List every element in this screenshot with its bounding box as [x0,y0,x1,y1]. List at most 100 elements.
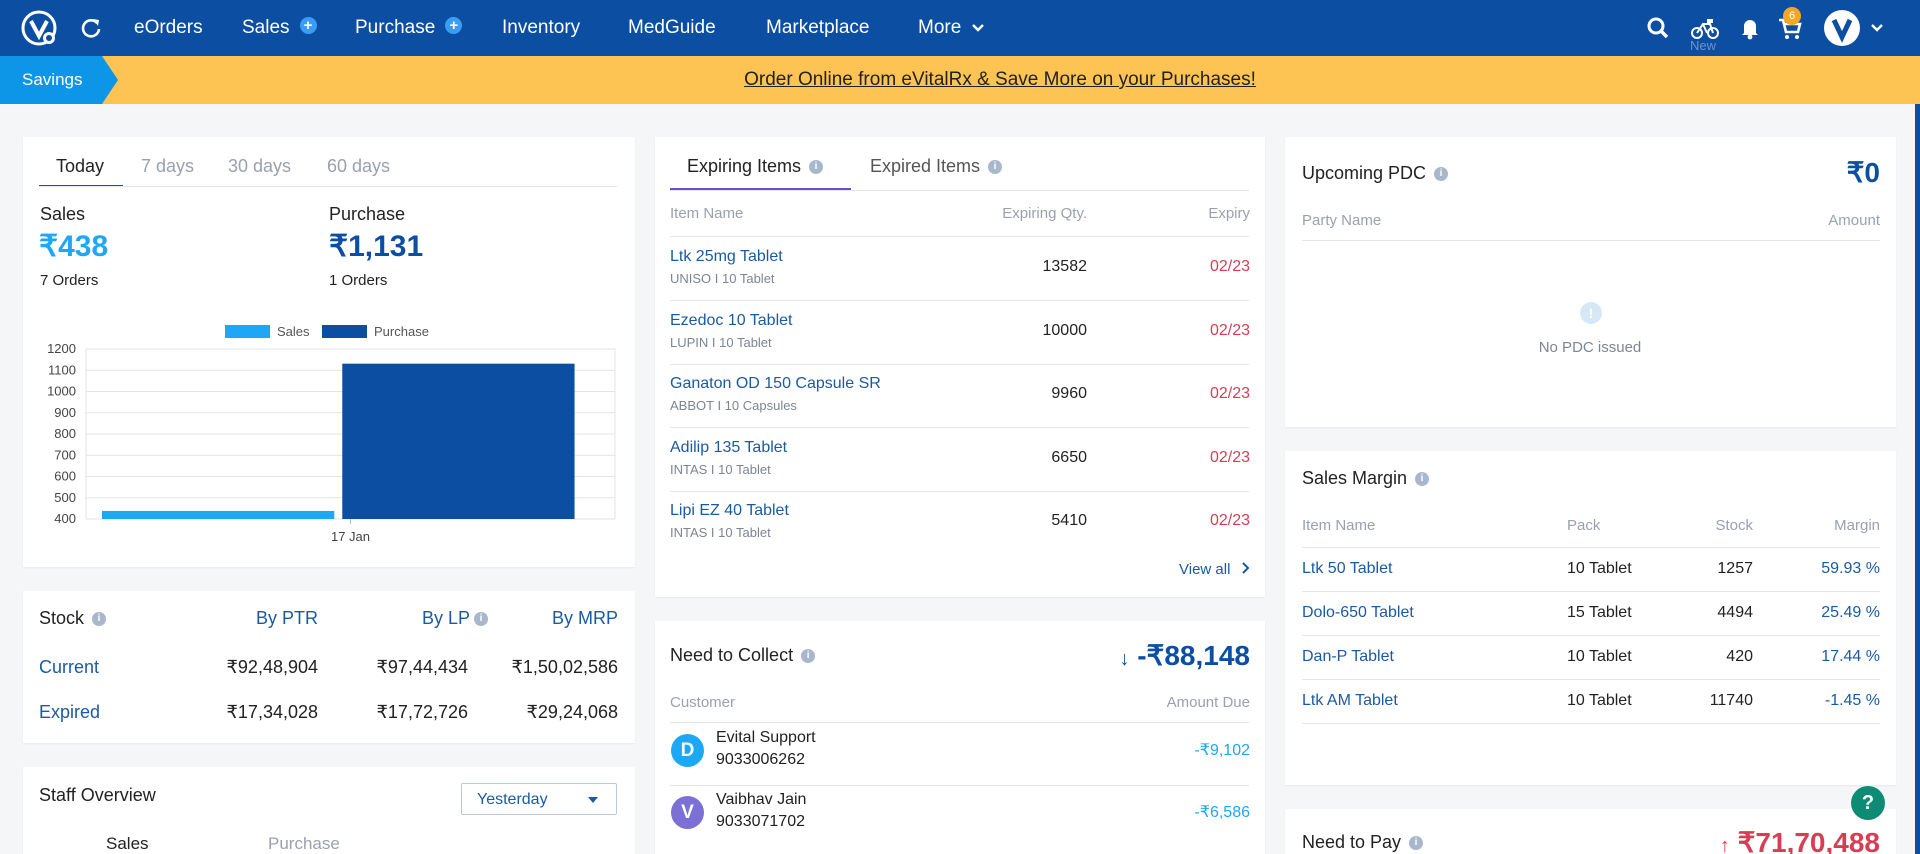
margin-info-icon[interactable]: i [1415,472,1430,487]
nav-more-label[interactable]: More [918,17,962,38]
cart-icon[interactable] [1776,14,1804,42]
evital-logo-icon[interactable] [20,9,58,47]
customer-phone: 9033071702 [716,813,805,830]
delivery-bike-icon[interactable] [1690,14,1720,42]
stock-row-current-label[interactable]: Current [39,657,100,677]
view-all-link[interactable]: View all [1179,561,1251,578]
tab-30-days[interactable]: 30 days [228,156,292,176]
pay-total-value: ₹71,70,488 [1737,827,1880,854]
bell-icon[interactable] [1736,14,1764,42]
pay-title: Need to Pay i [1302,832,1424,853]
upcoming-pdc-card [1285,137,1896,427]
margin-item-name[interactable]: Dan-P Tablet [1302,648,1394,665]
collect-info-icon[interactable]: i [801,649,816,664]
nav-eorders[interactable]: eOrders [134,17,203,38]
customer-name[interactable]: Vaibhav Jain [716,791,807,808]
chevron-down-icon[interactable] [971,23,985,33]
margin-header-stock: Stock [1715,517,1753,534]
pdc-header-amount: Amount [1828,212,1880,229]
margin-header-margin: Margin [1834,517,1880,534]
margin-item-name[interactable]: Ltk AM Tablet [1302,692,1398,709]
margin-header-item: Item Name [1302,517,1376,534]
search-icon[interactable] [1644,14,1672,42]
tab-expiring-items-label[interactable]: Expiring Items [687,156,802,176]
staff-overview-title: Staff Overview [39,785,156,805]
expired-info-icon[interactable]: i [988,160,1003,175]
savings-link[interactable]: Order Online from eVitalRx & Save More o… [744,69,1256,90]
customer-avatar: D [671,734,704,767]
margin-item-margin: -1.45 % [1824,692,1880,709]
expiring-item-name[interactable]: Adilip 135 Tablet [670,438,788,456]
sales-margin-card [1285,451,1896,785]
expiring-info-icon[interactable]: i [809,160,824,175]
chart-bar-purchase [342,363,575,519]
stock-col-mrp[interactable]: By MRP [551,608,618,628]
stock-col-lp-label[interactable]: By LP [422,608,471,628]
chart-y-tick: 800 [54,426,76,441]
expiring-row-divider [670,427,1249,428]
nav-medguide[interactable]: MedGuide [628,17,716,38]
nav-more[interactable]: More [918,0,985,56]
staff-period-select[interactable]: Yesterday [461,783,617,815]
stock-row-expired-label[interactable]: Expired [39,702,101,722]
pay-title-text: Need to Pay [1302,832,1402,852]
pdc-title-text: Upcoming PDC [1302,163,1427,183]
tab-expired-items[interactable]: Expired Items i [870,156,1003,177]
expiring-item-expiry: 02/23 [1209,258,1250,275]
margin-item-margin: 17.44 % [1821,648,1880,665]
chart-y-tick: 1200 [47,341,76,356]
chart-legend-label: Sales [277,324,310,339]
margin-item-name[interactable]: Ltk 50 Tablet [1302,560,1393,577]
chevron-right-icon[interactable] [1241,562,1251,574]
user-avatar[interactable] [1824,10,1860,46]
stock-info-icon[interactable]: i [92,612,107,627]
nav-purchase[interactable]: Purchase + [355,0,463,56]
margin-item-pack: 10 Tablet [1567,648,1632,665]
add-sale-icon[interactable]: + [299,17,317,35]
pdc-empty-text: No PDC issued [1538,339,1642,356]
margin-item-stock: 4494 [1717,604,1753,621]
nav-purchase-label[interactable]: Purchase [355,17,436,38]
collect-header-divider [670,722,1249,723]
nav-inventory[interactable]: Inventory [502,17,581,38]
margin-item-name[interactable]: Dolo-650 Tablet [1302,604,1414,621]
stock-col-ptr[interactable]: By PTR [255,608,318,628]
staff-col-purchase[interactable]: Purchase [268,834,340,853]
lp-info-icon[interactable]: i [474,612,489,627]
tab-expired-items-label[interactable]: Expired Items [870,156,981,176]
nav-sales[interactable]: Sales + [242,0,317,56]
expiring-item-name[interactable]: Lipi EZ 40 Tablet [670,502,789,519]
expiring-row-divider [670,363,1249,365]
expiring-item-meta: INTAS I 10 Tablet [670,525,771,540]
expiring-item-name[interactable]: Ltk 25mg Tablet [670,248,783,265]
scrollbar[interactable] [1915,104,1920,854]
expiring-item-meta: ABBOT I 10 Capsules [670,398,797,413]
expiring-item-name[interactable]: Ganaton OD 150 Capsule SR [670,375,881,392]
staff-col-sales[interactable]: Sales [106,834,149,853]
purchase-orders: 1 Orders [329,272,388,289]
tab-expiring-items[interactable]: Expiring Items i [687,156,824,177]
staff-period-value[interactable]: Yesterday [477,791,548,808]
margin-item-pack: 10 Tablet [1567,560,1632,577]
tab-60-days[interactable]: 60 days [327,156,391,176]
chart-bar-sales [102,510,335,519]
view-all-label[interactable]: View all [1179,561,1231,578]
customer-name[interactable]: Evital Support [716,729,816,746]
empty-info-icon: ! [1580,302,1602,324]
tab-7-days[interactable]: 7 days [141,156,195,176]
pdc-info-icon[interactable]: i [1434,167,1449,182]
profile-chevron-down-icon[interactable] [1870,23,1884,33]
refresh-icon[interactable] [80,17,102,39]
stock-col-lp[interactable]: By LP i [422,608,489,629]
expiring-item-expiry: 02/23 [1209,512,1250,529]
add-purchase-icon[interactable]: + [445,17,463,35]
stock-current-ptr: ₹92,48,904 [226,657,318,677]
caret-down-icon[interactable] [586,796,600,804]
collect-total-value: -₹88,148 [1137,640,1250,671]
nav-sales-label[interactable]: Sales [242,17,290,38]
pay-info-icon[interactable]: i [1409,836,1424,851]
nav-marketplace[interactable]: Marketplace [766,17,870,38]
tab-today[interactable]: Today [56,156,105,176]
help-button[interactable]: ? [1851,786,1885,820]
expiring-item-name[interactable]: Ezedoc 10 Tablet [670,311,793,329]
